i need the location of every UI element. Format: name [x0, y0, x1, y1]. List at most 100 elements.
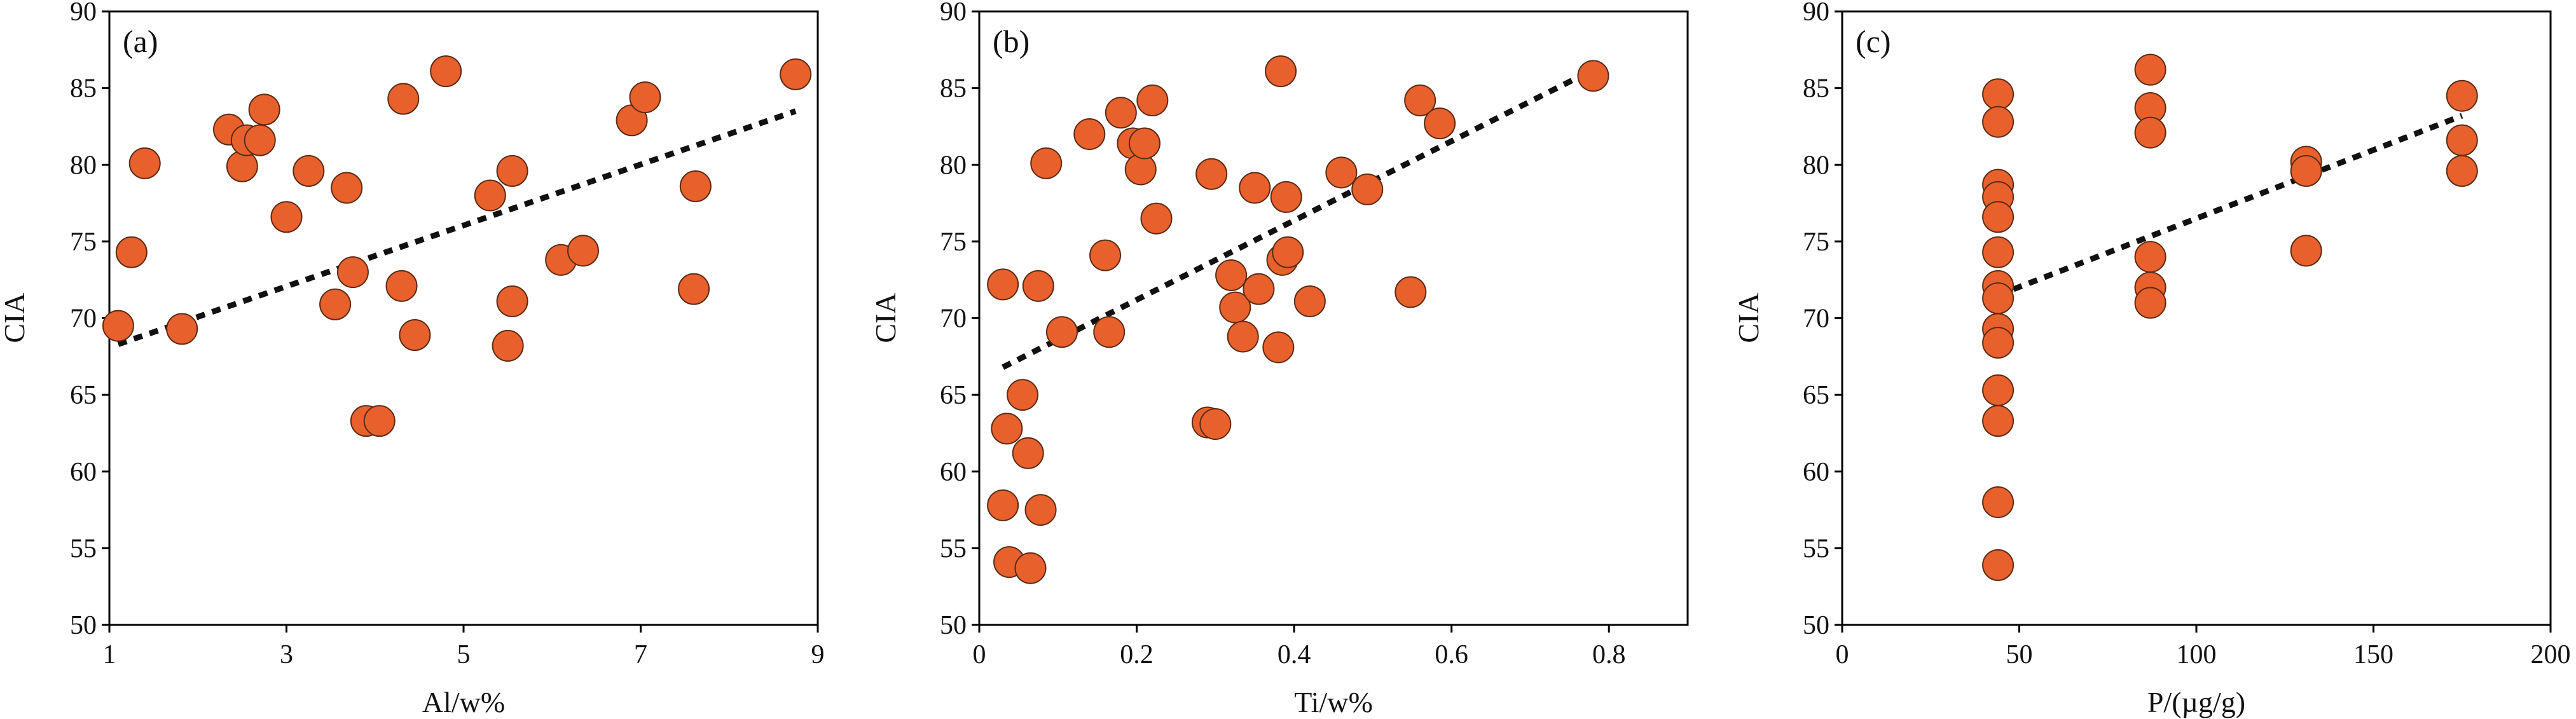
- data-point-c: [2446, 154, 2478, 187]
- data-point-a: [387, 83, 420, 115]
- data-point-b: [1272, 236, 1304, 268]
- y-tick-label-c: 90: [1803, 0, 1829, 27]
- data-point-b: [1105, 97, 1137, 129]
- x-tick-label-b: 0.2: [1120, 640, 1154, 669]
- panel-label-c: (c): [1856, 24, 1891, 59]
- x-tick-label-b: 0: [973, 640, 986, 669]
- data-point-b: [1215, 259, 1248, 291]
- data-point-a: [385, 270, 418, 302]
- data-point-a: [102, 310, 134, 342]
- data-point-a: [244, 124, 276, 156]
- plot-frame-c: [1841, 10, 2552, 626]
- x-tick-label-b: 0.4: [1278, 640, 1311, 669]
- x-tick-label-b: 0.8: [1592, 640, 1626, 669]
- trendline-a: [117, 108, 797, 347]
- data-point-b: [1012, 437, 1044, 469]
- y-axis-label-b: CIA: [869, 292, 902, 343]
- x-tick-label-b: 0.6: [1435, 640, 1468, 669]
- data-point-b: [1262, 331, 1295, 364]
- data-point-b: [1199, 407, 1232, 440]
- data-point-b: [1045, 316, 1078, 348]
- y-tick-label-a: 80: [70, 151, 97, 180]
- y-tick-label-a: 65: [70, 381, 97, 410]
- data-point-b: [1024, 494, 1057, 526]
- data-point-a: [780, 58, 812, 90]
- data-point-b: [987, 489, 1019, 521]
- x-tick-label-c: 100: [2177, 640, 2217, 669]
- x-tick-label-c: 150: [2353, 640, 2393, 669]
- data-points-b: [987, 55, 1609, 584]
- data-point-a: [629, 81, 661, 114]
- y-tick-label-b: 85: [940, 74, 967, 104]
- data-point-b: [1022, 270, 1054, 302]
- data-point-b: [1404, 84, 1436, 116]
- data-point-c: [2290, 154, 2322, 187]
- data-point-b: [1089, 239, 1122, 271]
- data-point-a: [474, 179, 506, 212]
- y-tick-label-c: 50: [1803, 611, 1829, 640]
- data-point-c: [1982, 405, 2015, 437]
- y-tick-label-a: 85: [70, 74, 97, 104]
- y-tick-label-b: 80: [940, 151, 967, 180]
- y-axis-label-c: CIA: [1732, 292, 1765, 343]
- data-point-b: [1219, 291, 1251, 324]
- data-point-c: [2446, 124, 2478, 156]
- data-point-c: [2134, 53, 2166, 86]
- panel-label-a: (a): [123, 24, 158, 59]
- data-point-a: [248, 93, 280, 126]
- x-tick-label-a: 5: [457, 640, 471, 669]
- data-point-b: [1030, 147, 1063, 179]
- data-point-a: [492, 329, 524, 362]
- y-tick-label-b: 55: [940, 534, 967, 563]
- y-tick-label-a: 50: [70, 611, 97, 640]
- data-point-a: [336, 256, 369, 289]
- plot-frame-b: [978, 10, 1689, 626]
- data-point-a: [678, 273, 710, 305]
- data-point-a: [430, 55, 462, 88]
- y-tick-label-a: 90: [70, 0, 97, 27]
- x-tick-label-a: 7: [634, 640, 647, 669]
- y-tick-label-c: 65: [1803, 381, 1829, 410]
- y-tick-label-c: 80: [1803, 151, 1829, 180]
- data-points-c: [1982, 53, 2478, 581]
- data-point-b: [1195, 158, 1228, 190]
- y-tick-label-a: 55: [70, 534, 97, 563]
- y-tick-label-a: 60: [70, 458, 97, 487]
- y-tick-label-b: 65: [940, 381, 967, 410]
- y-tick-label-c: 55: [1803, 534, 1829, 563]
- y-tick-label-a: 70: [70, 305, 97, 334]
- data-point-c: [2446, 79, 2478, 112]
- data-point-a: [679, 170, 712, 203]
- data-point-b: [991, 413, 1023, 445]
- data-point-c: [1982, 78, 2015, 111]
- data-point-b: [987, 268, 1019, 301]
- trendline-layer-b: [1002, 67, 1595, 370]
- panel-label-b: (b): [993, 24, 1030, 59]
- trendline-layer-c: [1997, 113, 2463, 298]
- data-point-a: [496, 285, 528, 317]
- data-point-b: [1073, 118, 1106, 150]
- panel-a: 1 3 5 7 9 50 55 60 65 70 75 80 85 90 (a) Al/w% CIA: [0, 0, 825, 718]
- y-tick-label-c: 60: [1803, 458, 1829, 487]
- panel-b: 0 0.2 0.4 0.6 0.8 50 55 60 65 70 75 80 85 90 (b) Ti/w…: [869, 0, 1689, 718]
- trendline-layer-a: [117, 108, 797, 347]
- data-point-c: [1982, 282, 2015, 315]
- data-point-b: [1140, 202, 1173, 235]
- y-tick-label-c: 85: [1803, 74, 1829, 104]
- data-point-b: [1136, 84, 1169, 116]
- data-points-a: [102, 55, 812, 437]
- data-point-c: [2134, 287, 2166, 319]
- data-point-b: [1270, 181, 1302, 213]
- y-tick-label-c: 70: [1803, 305, 1829, 334]
- x-tick-label-c: 200: [2531, 640, 2571, 669]
- data-point-c: [1982, 374, 2015, 406]
- y-tick-label-c: 75: [1803, 228, 1829, 257]
- data-point-a: [567, 235, 599, 267]
- y-tick-label-a: 75: [70, 228, 97, 257]
- data-point-b: [1093, 316, 1126, 348]
- data-point-b: [1128, 127, 1161, 160]
- x-tick-label-a: 3: [280, 640, 293, 669]
